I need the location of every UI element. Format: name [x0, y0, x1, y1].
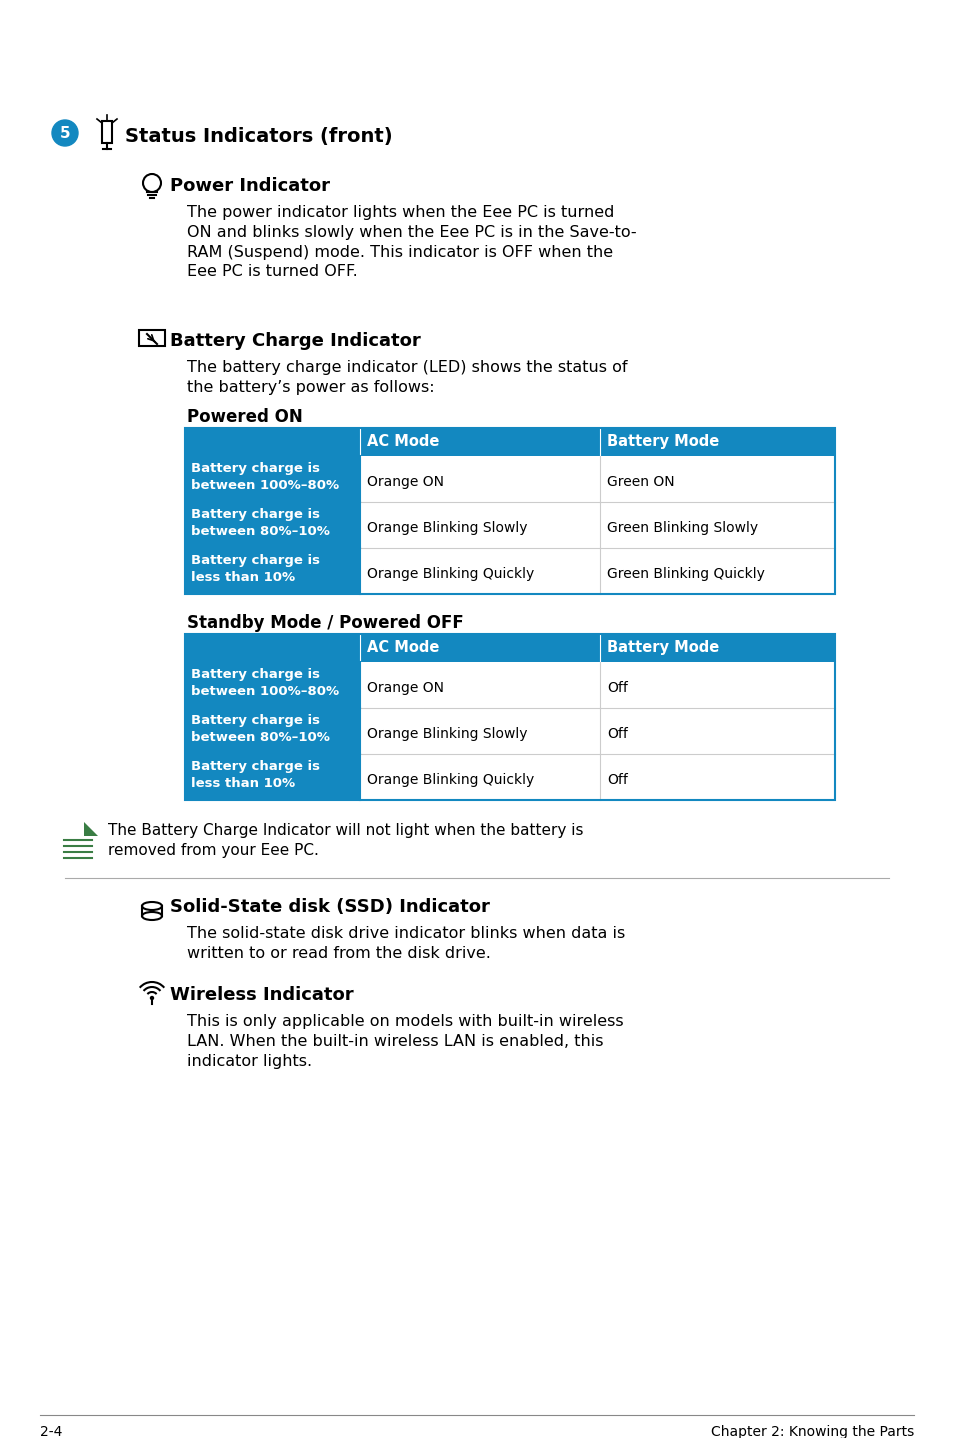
- Bar: [185, 429, 834, 456]
- Polygon shape: [58, 823, 98, 864]
- Text: This is only applicable on models with built-in wireless
LAN. When the built-in : This is only applicable on models with b…: [187, 1014, 623, 1068]
- Text: The solid-state disk drive indicator blinks when data is
written to or read from: The solid-state disk drive indicator bli…: [187, 926, 624, 961]
- Text: Off: Off: [606, 728, 627, 741]
- Text: Solid-State disk (SSD) Indicator: Solid-State disk (SSD) Indicator: [170, 897, 489, 916]
- Text: Battery charge is
less than 10%: Battery charge is less than 10%: [191, 761, 319, 789]
- Text: Battery charge is
between 80%–10%: Battery charge is between 80%–10%: [191, 508, 330, 538]
- Text: Battery Mode: Battery Mode: [606, 434, 719, 449]
- Bar: [185, 634, 834, 661]
- Bar: [185, 502, 359, 548]
- Text: 5: 5: [60, 125, 71, 141]
- Bar: [185, 634, 834, 800]
- Text: Standby Mode / Powered OFF: Standby Mode / Powered OFF: [187, 614, 463, 631]
- Text: AC Mode: AC Mode: [367, 434, 439, 449]
- Bar: [185, 754, 359, 800]
- Bar: [102, 121, 112, 142]
- Text: Orange Blinking Slowly: Orange Blinking Slowly: [367, 728, 527, 741]
- Text: Wireless Indicator: Wireless Indicator: [170, 986, 354, 1004]
- Text: The power indicator lights when the Eee PC is turned
ON and blinks slowly when t: The power indicator lights when the Eee …: [187, 206, 636, 279]
- Text: Green Blinking Slowly: Green Blinking Slowly: [606, 521, 758, 535]
- Text: Battery Mode: Battery Mode: [606, 640, 719, 654]
- Text: AC Mode: AC Mode: [367, 640, 439, 654]
- Text: Green Blinking Quickly: Green Blinking Quickly: [606, 567, 764, 581]
- Circle shape: [52, 119, 78, 147]
- Bar: [58, 823, 98, 864]
- Text: Orange ON: Orange ON: [367, 475, 443, 489]
- Bar: [185, 661, 359, 707]
- Text: Battery charge is
between 100%–80%: Battery charge is between 100%–80%: [191, 669, 338, 697]
- Text: 2-4: 2-4: [40, 1425, 62, 1438]
- Bar: [185, 548, 359, 594]
- Bar: [139, 329, 165, 347]
- Text: Power Indicator: Power Indicator: [170, 177, 330, 196]
- Bar: [185, 456, 359, 502]
- Text: The Battery Charge Indicator will not light when the battery is
removed from you: The Battery Charge Indicator will not li…: [108, 823, 583, 858]
- Text: Status Indicators (front): Status Indicators (front): [125, 127, 393, 147]
- Text: Powered ON: Powered ON: [187, 408, 302, 426]
- Text: Orange ON: Orange ON: [367, 682, 443, 695]
- Bar: [185, 429, 834, 594]
- Text: Green ON: Green ON: [606, 475, 674, 489]
- Text: Chapter 2: Knowing the Parts: Chapter 2: Knowing the Parts: [710, 1425, 913, 1438]
- Text: Battery charge is
between 80%–10%: Battery charge is between 80%–10%: [191, 715, 330, 743]
- Text: Off: Off: [606, 682, 627, 695]
- Text: Battery charge is
less than 10%: Battery charge is less than 10%: [191, 554, 319, 584]
- Circle shape: [151, 997, 153, 999]
- Text: Off: Off: [606, 774, 627, 787]
- Text: Orange Blinking Slowly: Orange Blinking Slowly: [367, 521, 527, 535]
- Text: Battery Charge Indicator: Battery Charge Indicator: [170, 332, 420, 349]
- Text: Orange Blinking Quickly: Orange Blinking Quickly: [367, 567, 534, 581]
- Bar: [185, 707, 359, 754]
- Text: Orange Blinking Quickly: Orange Blinking Quickly: [367, 774, 534, 787]
- Polygon shape: [84, 823, 98, 835]
- Text: The battery charge indicator (LED) shows the status of
the battery’s power as fo: The battery charge indicator (LED) shows…: [187, 360, 627, 395]
- Text: Battery charge is
between 100%–80%: Battery charge is between 100%–80%: [191, 462, 338, 492]
